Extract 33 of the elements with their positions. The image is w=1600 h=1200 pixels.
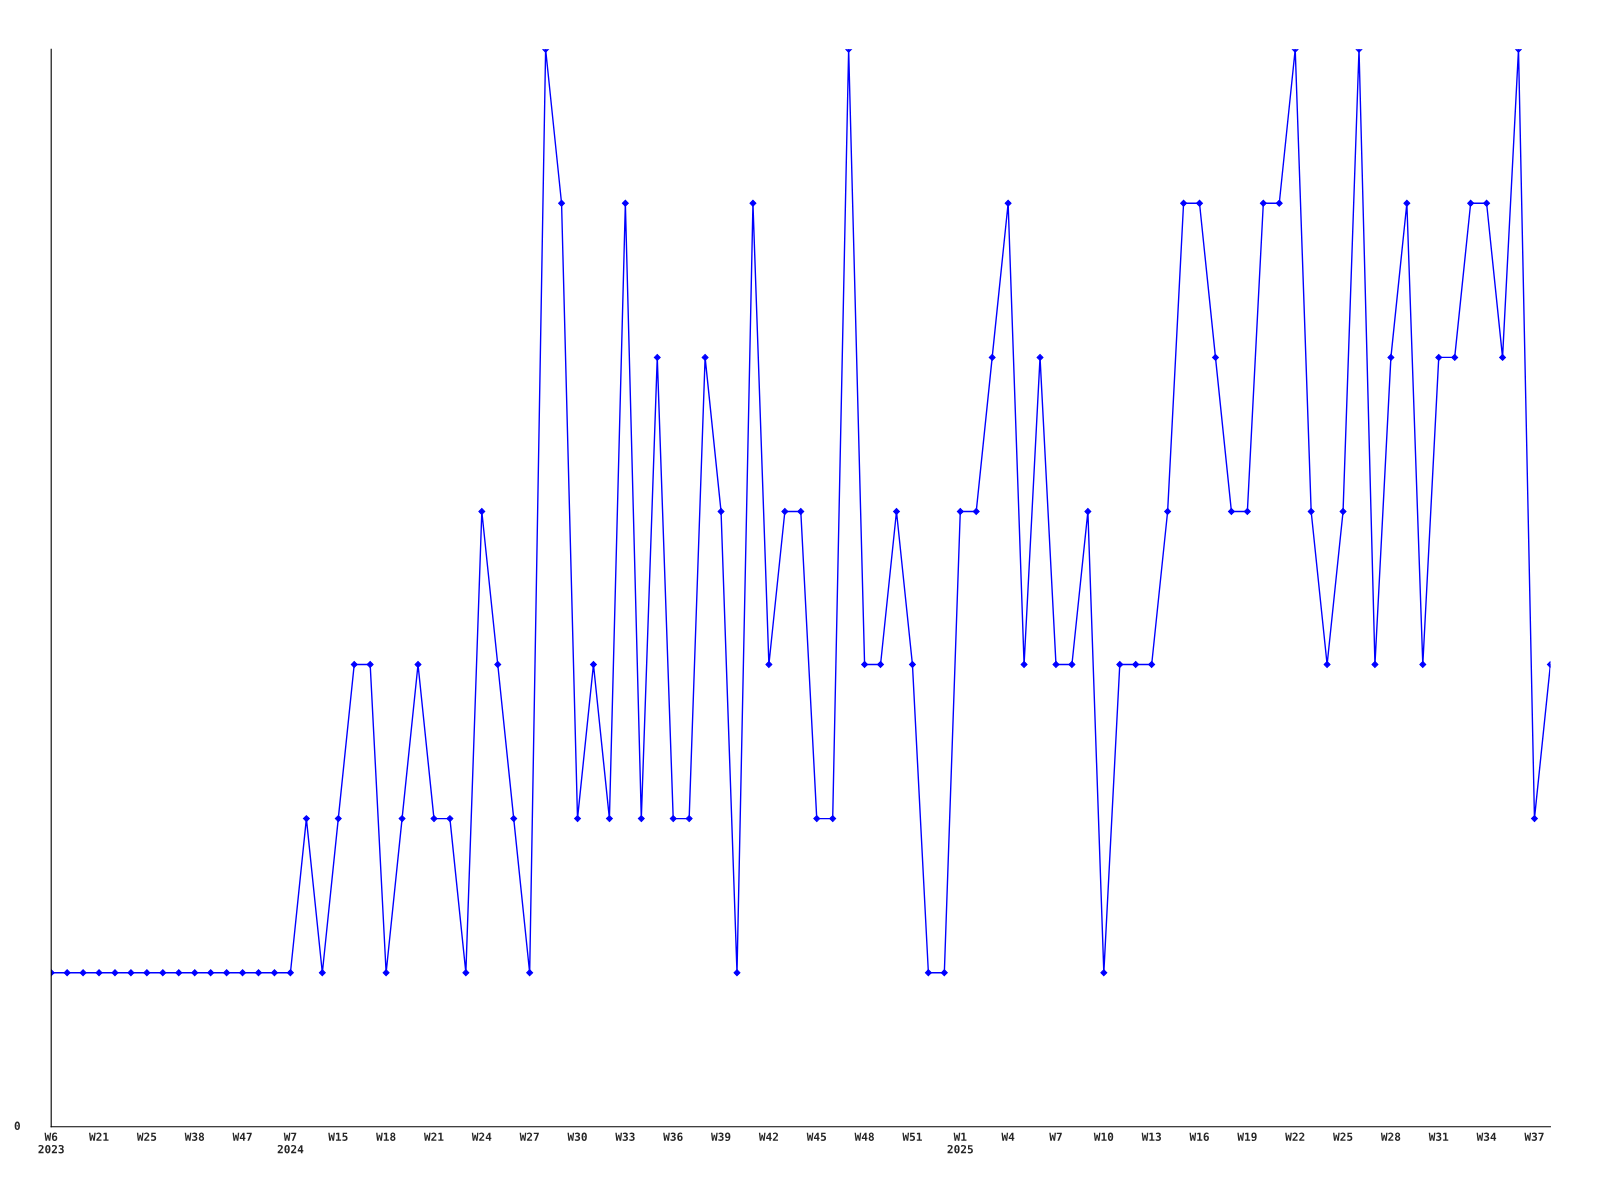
x-tick-label: W7	[1049, 1132, 1062, 1141]
x-tick-label: W22	[1285, 1132, 1305, 1141]
x-tick-label: W34	[1476, 1132, 1497, 1141]
x-tick-label: W51	[902, 1132, 922, 1141]
x-tick-label: W19	[1237, 1132, 1257, 1142]
x-tick-label: W38	[184, 1132, 205, 1141]
x-tick-label: W37	[1524, 1132, 1544, 1141]
x-tick-label: W24	[471, 1132, 492, 1141]
x-tick-label: W28	[1380, 1132, 1401, 1141]
text: 0	[14, 1121, 20, 1131]
x-tick-label: W31	[1428, 1132, 1449, 1141]
x-tick-label: W6 2023	[38, 1132, 64, 1154]
x-tick-label: W1 2025	[947, 1132, 973, 1154]
x-tick-label: W36	[663, 1132, 683, 1141]
x-tick-label: W21	[89, 1132, 109, 1141]
x-tick-label: W42	[758, 1132, 779, 1141]
x-tick-label: W16	[1189, 1132, 1209, 1141]
x-tick-label: W18	[376, 1132, 396, 1141]
x-tick-label: W10	[1093, 1132, 1114, 1141]
x-tick-label: W33	[615, 1132, 635, 1141]
x-tick-label: W13	[1141, 1132, 1161, 1141]
x-tick-label: W25	[136, 1132, 157, 1141]
x-tick-label: W4	[1001, 1132, 1015, 1141]
x-tick-label: W47	[232, 1132, 252, 1141]
x-tick-label: W48	[854, 1132, 874, 1141]
x-tick-label: W45	[806, 1132, 827, 1141]
x-tick-label: W15	[328, 1132, 348, 1141]
x-tick-label: W25	[1333, 1132, 1353, 1141]
x-tick-label: W7 2024	[277, 1132, 304, 1154]
x-tick-label: W30	[567, 1132, 587, 1141]
x-tick-label: W39	[711, 1132, 731, 1142]
x-tick-label: W21	[423, 1132, 444, 1141]
x-tick-label: W27	[519, 1132, 539, 1141]
